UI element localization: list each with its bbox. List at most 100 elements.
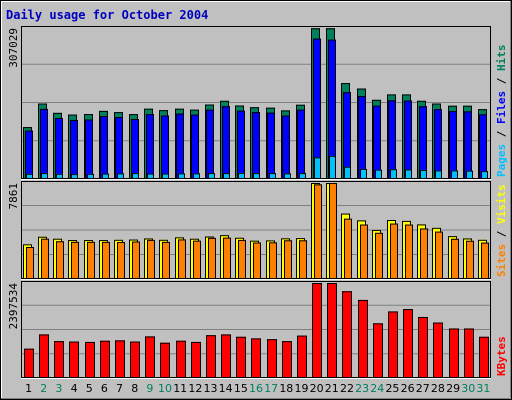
bar-kbytes-day-2-fill [39,334,49,378]
bar-files-day-31 [479,114,487,179]
bar-kbytes-day-28-fill [433,322,443,378]
x-axis: 1 2 3 4 5 6 7 8 9 10 11 12 13 14 15 16 17 18 19 20 21 22 23 24 2… [25,382,490,395]
x-tick-label-day-4: 4 [71,382,78,395]
bar-kbytes-day-25 [388,311,398,379]
bar-files-day-16 [252,112,260,179]
bar-kbytes-day-15 [236,336,246,378]
legend-separator: / [495,71,508,91]
x-tick-label-day-22: 22 [340,382,354,395]
bar-files-day-26 [404,100,412,179]
bar-sites-day-11 [178,239,186,279]
bar-pages-day-4-fill [71,174,78,179]
bar-files-day-30 [464,111,472,179]
bar-sites-day-26 [405,224,413,279]
bar-files-day-13-fill [206,109,214,179]
bar-kbytes-day-22-fill [342,291,352,378]
bar-files-day-3-fill [55,118,63,179]
bar-kbytes-day-21-fill [327,283,337,378]
bar-sites-day-21 [329,183,337,279]
bar-kbytes-day-20-fill [312,283,322,378]
x-tick-label-day-9: 9 [146,382,153,395]
bar-kbytes-day-16-fill [251,338,261,378]
bar-pages-day-3-fill [56,173,63,179]
bar-pages-day-10-fill [162,173,169,179]
bar-kbytes-day-17 [267,339,277,378]
bar-kbytes-day-29-fill [449,328,459,378]
bar-files-day-12 [191,114,199,179]
bar-sites-day-23-fill [360,224,368,279]
bar-kbytes-day-1 [24,348,34,378]
bar-kbytes-day-6 [100,340,110,378]
bar-kbytes-day-12 [191,341,201,378]
bar-sites-day-26-fill [405,224,413,279]
bar-files-day-5-fill [85,119,93,179]
bar-sites-day-19-fill [299,240,307,279]
bar-pages-day-24 [375,169,382,180]
x-tick-label-day-16: 16 [249,382,263,395]
bar-files-day-6 [100,116,108,180]
bar-files-day-16-fill [252,112,260,179]
bar-sites-day-22 [344,218,352,279]
bar-sites-day-16-fill [253,242,261,279]
x-tick-label-day-30: 30 [461,382,475,395]
x-tick-label-day-7: 7 [116,382,123,395]
bar-sites-day-23 [360,224,368,279]
bar-kbytes-day-7-fill [115,340,125,378]
bar-sites-day-2-fill [41,238,49,279]
bar-kbytes-day-14 [221,334,231,378]
bar-pages-day-23-fill [360,168,367,179]
bar-files-day-7 [115,117,123,179]
bar-kbytes-day-13 [206,335,216,378]
bar-kbytes-day-24 [373,323,383,379]
bar-kbytes-day-5 [85,341,95,378]
bar-kbytes-day-11-fill [176,340,186,378]
bar-pages-day-14-fill [223,173,230,179]
x-tick-label-day-29: 29 [446,382,460,395]
x-tick-label-day-23: 23 [355,382,369,395]
bar-files-day-27 [419,106,427,179]
bar-kbytes-day-23-fill [358,299,368,378]
bar-sites-day-28 [435,231,443,279]
bar-pages-day-15-fill [238,172,245,179]
bar-sites-day-4-fill [71,241,79,279]
bar-pages-day-22-fill [344,166,351,179]
bar-sites-day-8-fill [132,241,140,279]
chart-panels: 307029 Pages / Files / Hits 7861 Sites / Vi… [7,26,508,379]
bar-kbytes-day-5-fill [85,341,95,378]
bar-kbytes-day-9 [145,336,155,378]
bar-files-day-22 [343,92,351,179]
bar-kbytes-day-10-fill [160,342,170,378]
bar-pages-day-5-fill [87,173,94,179]
bar-files-day-31-fill [479,114,487,179]
bar-pages-day-30 [466,170,473,179]
legend-entry-sites: Sites [495,244,508,277]
legend-entry-pages: Pages [495,144,508,177]
bar-pages-day-2-fill [41,173,48,179]
bar-files-day-2-fill [40,108,48,179]
x-tick-label-day-31: 31 [476,382,490,395]
bar-files-day-17-fill [267,112,275,179]
legend-entry-visits: Visits [495,184,508,224]
x-tick-label-day-20: 20 [310,382,324,395]
bar-kbytes-day-16 [251,338,261,378]
bar-sites-day-18 [284,240,292,279]
bar-files-day-27-fill [419,106,427,179]
bar-files-day-29-fill [449,111,457,179]
bar-sites-day-31 [481,242,489,279]
bar-sites-day-27 [420,228,428,279]
bar-files-day-23 [358,96,366,179]
x-tick-label-day-6: 6 [101,382,108,395]
bar-pages-day-25-fill [390,169,397,179]
bar-pages-day-7-fill [117,173,124,179]
bar-kbytes-day-31-fill [479,336,489,378]
bar-sites-day-20 [314,184,322,280]
bar-kbytes-day-4 [69,341,79,378]
bar-kbytes-day-11 [176,340,186,378]
x-tick-label-day-10: 10 [158,382,172,395]
bar-files-day-15-fill [237,110,245,179]
legend-separator: / [495,124,508,144]
bar-sites-day-30 [466,240,474,279]
bar-pages-day-1-fill [26,173,33,179]
bar-files-day-25 [388,100,396,179]
